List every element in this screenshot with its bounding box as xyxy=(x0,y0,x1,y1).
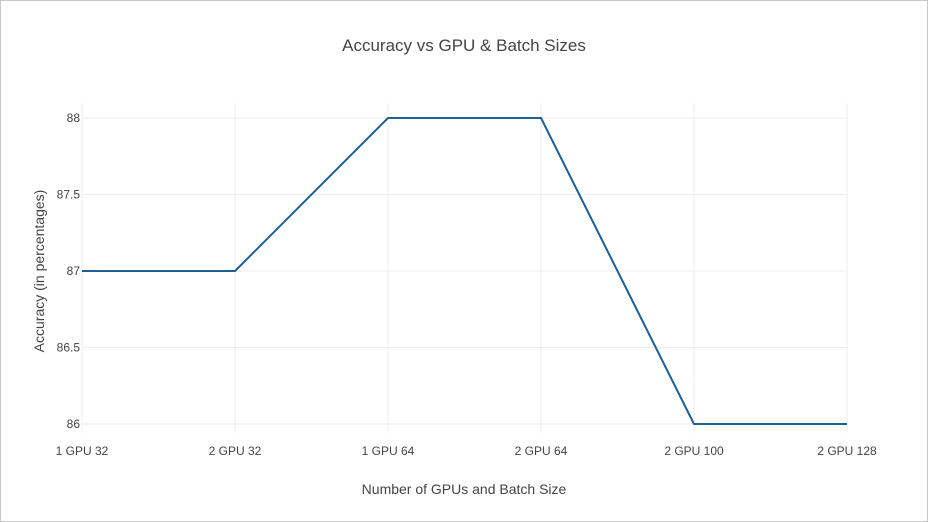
chart-title: Accuracy vs GPU & Batch Sizes xyxy=(342,36,586,55)
y-tick-label: 86 xyxy=(67,417,81,431)
x-tick-label: 2 GPU 32 xyxy=(209,444,262,458)
x-axis-title: Number of GPUs and Batch Size xyxy=(362,481,567,497)
x-tick-label: 2 GPU 128 xyxy=(817,444,877,458)
y-axis-title: Accuracy (in percentages) xyxy=(31,190,47,353)
y-tick-label: 86.5 xyxy=(57,341,81,355)
x-tick-label: 1 GPU 64 xyxy=(362,444,415,458)
y-tick-label: 88 xyxy=(67,111,81,125)
x-tick-label: 2 GPU 64 xyxy=(515,444,568,458)
series-layer xyxy=(82,117,847,425)
x-tick-labels: 1 GPU 32 2 GPU 32 1 GPU 64 2 GPU 64 2 GPU 10… xyxy=(56,444,877,458)
x-tick-label: 2 GPU 100 xyxy=(664,444,724,458)
y-tick-label: 87.5 xyxy=(57,188,81,202)
series-line xyxy=(82,117,847,425)
x-tick-label: 1 GPU 32 xyxy=(56,444,109,458)
y-tick-labels: 86 86.5 87 87.5 88 xyxy=(57,111,81,431)
y-tick-label: 87 xyxy=(67,264,81,278)
grid-layer xyxy=(81,103,848,433)
